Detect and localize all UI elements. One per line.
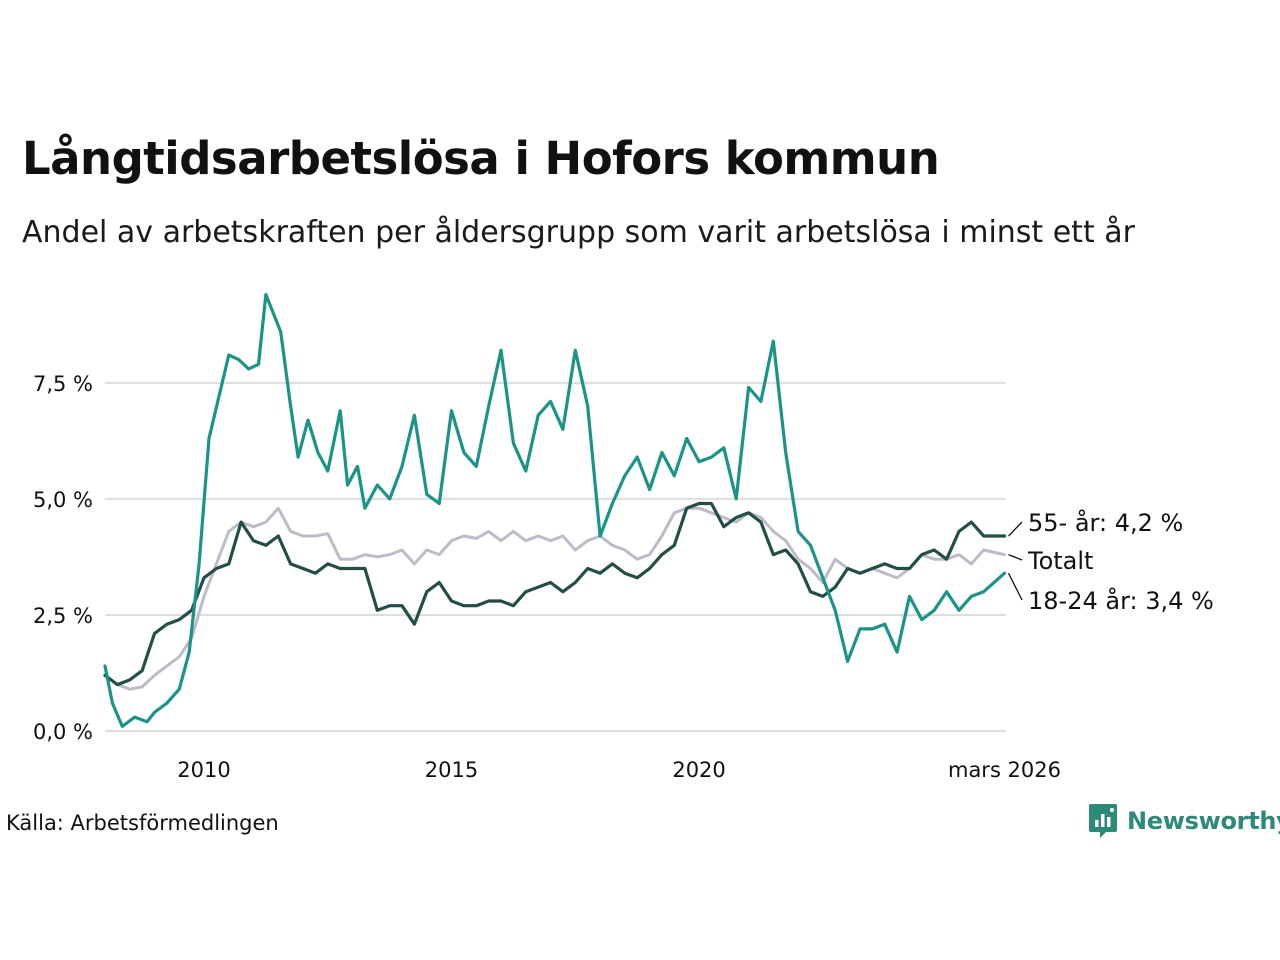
series-label-55-plus: 55- år: 4,2 % [1028, 508, 1183, 537]
x-tick-label: 2015 [425, 758, 478, 782]
label-leader-line [1008, 553, 1023, 561]
y-axis-ticks: 0,0 % 2,5 % 5,0 % 7,5 % [33, 372, 93, 744]
label-leader-line [1007, 572, 1023, 601]
series-line-totalt [103, 506, 1006, 691]
x-tick-label: 2020 [672, 758, 725, 782]
y-tick-label: 0,0 % [33, 720, 93, 744]
y-tick-label: 5,0 % [33, 488, 93, 512]
x-tick-label: 2010 [177, 758, 230, 782]
label-leader-line [1008, 521, 1023, 537]
series-line-18-24 [103, 293, 1007, 728]
series-lines [103, 293, 1007, 728]
source-note: Källa: Arbetsförmedlingen [6, 811, 279, 835]
x-tick-label: mars 2026 [948, 758, 1061, 782]
series-line-55-plus [103, 501, 1007, 687]
series-label-totalt: Totalt [1027, 547, 1093, 575]
x-axis-ticks: 2010 2015 2020 mars 2026 [177, 758, 1061, 782]
chart-title: Långtidsarbetslösa i Hofors kommun [22, 132, 940, 185]
series-label-18-24: 18-24 år: 3,4 % [1028, 586, 1214, 615]
newsworthy-logo-icon [1089, 804, 1117, 838]
gridlines [105, 381, 1006, 732]
chart-subtitle: Andel av arbetskraften per åldersgrupp s… [22, 215, 1135, 250]
brand-name: Newsworthy [1127, 807, 1280, 835]
y-tick-label: 7,5 % [33, 372, 93, 396]
series-end-labels: Totalt 55- år: 4,2 % 18-24 år: 3,4 % [1007, 508, 1214, 615]
brand-logo[interactable]: Newsworthy [1088, 802, 1280, 840]
y-tick-label: 2,5 % [33, 604, 93, 628]
